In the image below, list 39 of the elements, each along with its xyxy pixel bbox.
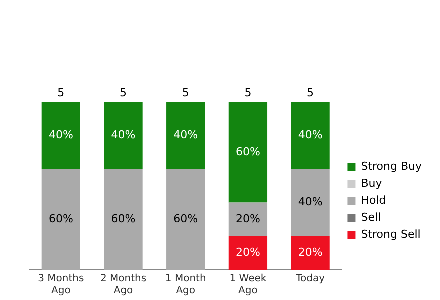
bar: [291, 102, 330, 170]
annotation: 5: [58, 86, 65, 100]
data-label: 60%: [236, 145, 260, 158]
bar: [166, 102, 206, 170]
data-label: 60%: [111, 212, 136, 226]
annotation: 5: [307, 86, 314, 100]
x-tick-label: 2 Months Ago: [100, 274, 147, 297]
data-label: 60%: [174, 212, 198, 226]
legend-label: Sell: [361, 210, 382, 224]
bar: [166, 169, 206, 270]
data-label: 60%: [48, 212, 74, 226]
data-label: 40%: [174, 128, 198, 142]
x-tick-label: 3 Months Ago: [38, 274, 84, 297]
bar: [228, 102, 268, 203]
legend-label: Buy: [361, 176, 383, 190]
data-label: 40%: [298, 196, 323, 209]
bar: [104, 169, 143, 270]
bar: [228, 236, 268, 270]
data-label: 40%: [48, 128, 74, 142]
bar: [42, 169, 80, 270]
data-label: 20%: [236, 246, 260, 260]
bar: [291, 169, 330, 236]
bar: [291, 236, 330, 270]
bar: [42, 102, 80, 170]
data-label: 40%: [298, 128, 323, 142]
legend-label: Hold: [361, 194, 386, 207]
bar: [104, 102, 143, 170]
data-label: 20%: [236, 212, 260, 226]
x-tick-label: 1 Month Ago: [165, 274, 206, 297]
annotation: 5: [120, 86, 128, 100]
annotation: 5: [244, 86, 252, 100]
legend-label: Strong Buy: [361, 160, 422, 173]
bar: [228, 202, 268, 236]
data-label: 20%: [298, 246, 323, 260]
legend-label: Strong Sell: [361, 228, 421, 241]
x-tick-label: 1 Week Ago: [230, 274, 267, 297]
x-tick-label: Today: [295, 274, 326, 285]
data-label: 40%: [111, 128, 136, 142]
annotation: 5: [182, 86, 190, 100]
